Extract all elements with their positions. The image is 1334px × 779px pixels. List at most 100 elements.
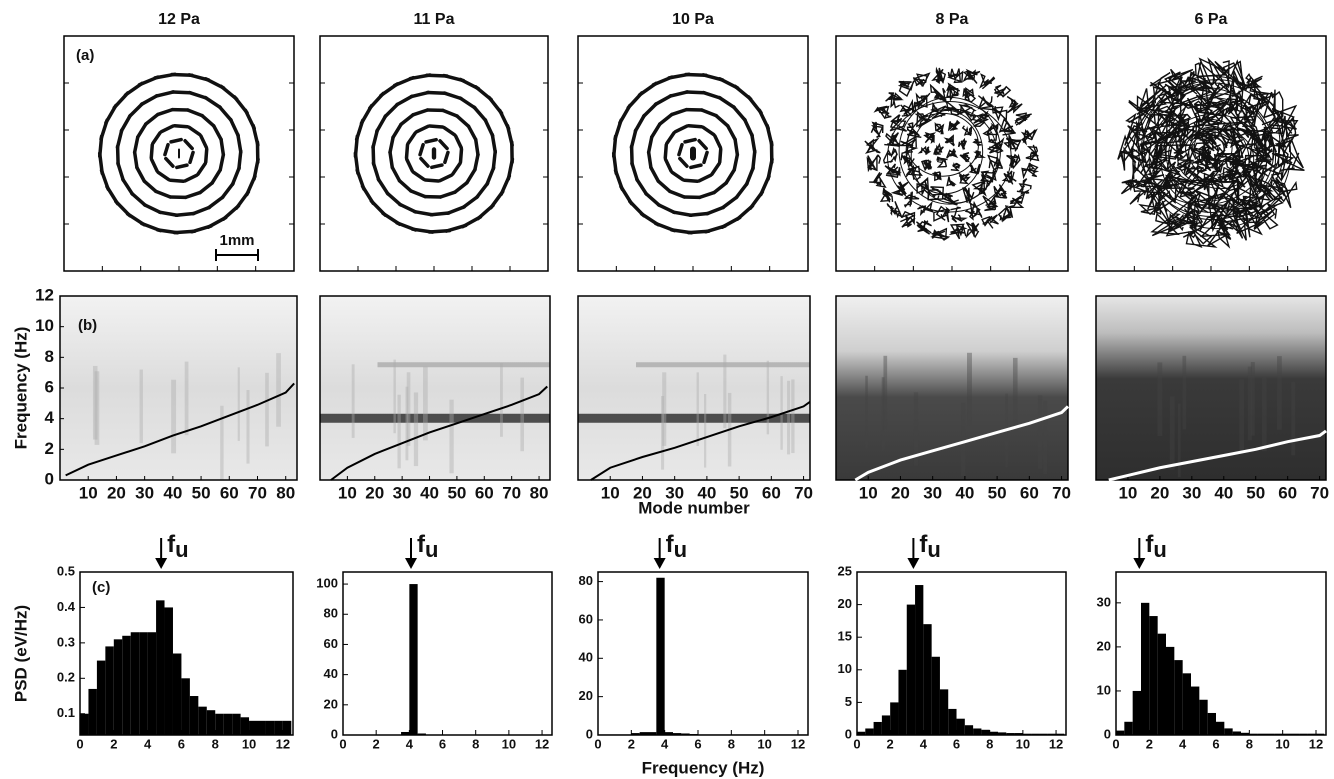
particle-track bbox=[720, 195, 739, 210]
plot-frame bbox=[597, 571, 809, 736]
x-tick-label: 4 bbox=[661, 736, 669, 751]
y-tick-label: 10 bbox=[35, 316, 54, 335]
particle-track bbox=[175, 163, 189, 170]
histogram-bar bbox=[282, 720, 292, 735]
spectrogram-streak bbox=[184, 361, 189, 436]
dispersion-line bbox=[854, 405, 1070, 482]
particle-track bbox=[1134, 120, 1165, 155]
histogram-bar bbox=[1232, 731, 1241, 735]
particle-track bbox=[475, 181, 490, 200]
spectrogram-streak bbox=[1277, 356, 1282, 430]
spectrogram-band bbox=[377, 362, 550, 368]
histogram-bar bbox=[1241, 732, 1250, 735]
particle-track bbox=[1150, 212, 1185, 237]
particle-track bbox=[993, 84, 1012, 98]
particle-track bbox=[388, 135, 395, 155]
particle-track bbox=[750, 132, 757, 154]
particle-track bbox=[1168, 124, 1240, 184]
particle-track bbox=[206, 195, 225, 210]
trajectories bbox=[864, 66, 1040, 241]
particle-track bbox=[898, 96, 1001, 205]
particle-track bbox=[946, 148, 959, 159]
spectrogram-streak bbox=[423, 366, 428, 441]
trajectories bbox=[611, 72, 774, 235]
particle-track bbox=[116, 161, 125, 182]
particle-track bbox=[385, 191, 403, 207]
histogram-bar bbox=[989, 731, 998, 735]
particle-track bbox=[149, 143, 155, 160]
particle-track bbox=[668, 90, 690, 98]
particle-track bbox=[412, 209, 434, 217]
spectrogram-streak bbox=[1262, 377, 1267, 452]
particle-track bbox=[409, 90, 431, 99]
particle-track bbox=[450, 161, 462, 176]
particle-track bbox=[399, 113, 415, 127]
y-tick-label: 0.4 bbox=[57, 599, 76, 614]
spectrogram-streak bbox=[500, 363, 503, 437]
histogram-bar bbox=[147, 632, 157, 735]
particle-track bbox=[461, 194, 480, 210]
particle-track bbox=[203, 95, 222, 110]
histogram-bar bbox=[257, 720, 266, 735]
particle-track bbox=[198, 181, 214, 195]
particle-track bbox=[958, 172, 971, 185]
particle-track bbox=[157, 210, 179, 218]
x-tick-label: 60 bbox=[220, 483, 239, 502]
histogram-bar bbox=[1191, 686, 1200, 735]
histogram-bar bbox=[981, 729, 990, 735]
x-tick-label: 20 bbox=[1150, 483, 1169, 502]
particle-track bbox=[228, 117, 240, 138]
histogram-bar bbox=[1174, 660, 1183, 735]
histogram-bar bbox=[88, 688, 97, 735]
particle-track bbox=[697, 173, 713, 183]
particle-track bbox=[629, 128, 638, 150]
particle-track bbox=[473, 137, 480, 157]
particle-track bbox=[917, 200, 934, 217]
particle-track bbox=[203, 147, 209, 164]
annotation-subscript: u bbox=[927, 537, 940, 562]
histogram-bar bbox=[1132, 690, 1141, 735]
spectrogram-streak bbox=[881, 377, 885, 451]
histogram-bar bbox=[1166, 646, 1175, 735]
particle-track bbox=[714, 114, 730, 128]
particle-track bbox=[388, 150, 395, 170]
histogram-bar bbox=[948, 708, 957, 735]
x-tick-label: 20 bbox=[891, 483, 910, 502]
particle-track bbox=[933, 142, 944, 156]
spectrogram-streak bbox=[967, 352, 972, 427]
y-tick-label: 0 bbox=[586, 726, 593, 741]
y-tick-label: 0.5 bbox=[57, 563, 75, 578]
x-tick-label: 40 bbox=[955, 483, 974, 502]
column-title: 10 Pa bbox=[672, 11, 714, 28]
x-tick-label: 2 bbox=[110, 736, 117, 751]
y-tick-label: 20 bbox=[838, 596, 852, 611]
spectrogram-streak bbox=[1012, 357, 1018, 432]
particle-track bbox=[212, 124, 223, 142]
particle-track bbox=[1134, 156, 1167, 189]
particle-track bbox=[701, 125, 716, 137]
particle-track bbox=[656, 179, 672, 193]
particle-track bbox=[168, 178, 186, 183]
particle-track bbox=[455, 114, 471, 128]
particle-track bbox=[1186, 97, 1213, 127]
annotation-text: f bbox=[919, 531, 928, 558]
x-tick-label: 2 bbox=[887, 736, 894, 751]
spectrogram-band bbox=[578, 413, 810, 423]
particle-track bbox=[458, 147, 464, 164]
particle-track bbox=[933, 205, 951, 223]
particle-track bbox=[1230, 205, 1266, 238]
histogram-bar bbox=[122, 635, 131, 735]
annotation-subscript: u bbox=[175, 537, 188, 562]
x-tick-label: 70 bbox=[502, 483, 521, 502]
particle-track bbox=[132, 150, 139, 170]
particle-track bbox=[998, 117, 1016, 136]
x-tick-label: 10 bbox=[338, 483, 357, 502]
y-tick-label: 10 bbox=[838, 661, 852, 676]
plot-frame bbox=[1115, 571, 1327, 736]
particle-track bbox=[905, 109, 984, 195]
x-tick-label: 10 bbox=[859, 483, 878, 502]
x-tick-label: 50 bbox=[988, 483, 1007, 502]
particle-track bbox=[668, 189, 686, 199]
histogram-bar bbox=[881, 715, 891, 735]
particle-track bbox=[731, 105, 747, 122]
